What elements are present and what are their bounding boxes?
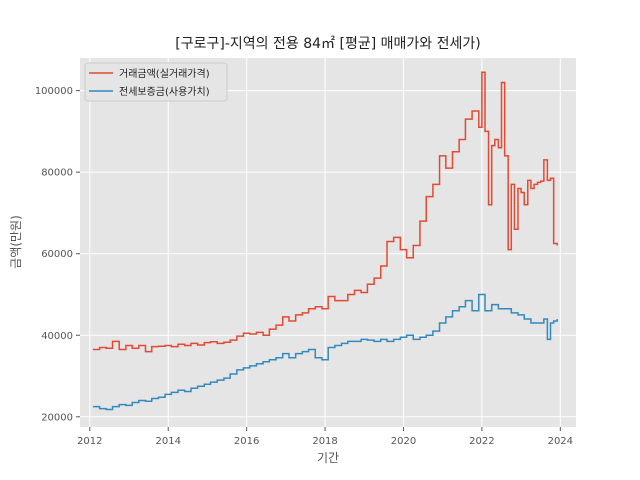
grid [80, 58, 576, 427]
y-tick-label: 100000 [35, 86, 73, 97]
series-line-trade-price [92, 71, 558, 353]
y-tick-label: 20000 [41, 412, 73, 423]
x-tick-label: 2018 [312, 436, 337, 447]
x-tick-label: 2022 [469, 436, 494, 447]
y-tick-label: 80000 [41, 168, 73, 179]
y-axis-label: 금액(만원) [9, 215, 23, 269]
legend-label-jeonse: 전세보증금(사용가치) [119, 86, 210, 98]
chart-title: [구로구]-지역의 전용 84㎡ [평균] 매매가와 전세가) [175, 36, 480, 52]
legend-box [84, 62, 228, 102]
x-axis-label: 기간 [317, 451, 339, 465]
legend: 거래금액(실거래가격) 전세보증금(사용가치) [84, 62, 228, 102]
y-axis-ticks: 20000 40000 60000 80000 100000 [35, 86, 80, 423]
x-tick-label: 2014 [155, 436, 180, 447]
legend-label-trade: 거래금액(실거래가격) [119, 67, 210, 80]
x-tick-label: 2012 [77, 436, 102, 447]
series-line-jeonse-deposit [92, 293, 558, 411]
x-tick-label: 2016 [234, 436, 259, 447]
y-tick-label: 60000 [41, 249, 73, 260]
x-axis-ticks: 2012 2014 2016 2018 2020 2022 2024 [77, 427, 573, 447]
x-tick-label: 2024 [548, 436, 573, 447]
plot-area [80, 58, 576, 427]
y-tick-label: 40000 [41, 331, 73, 342]
x-tick-label: 2020 [391, 436, 416, 447]
series-layer [92, 71, 558, 411]
